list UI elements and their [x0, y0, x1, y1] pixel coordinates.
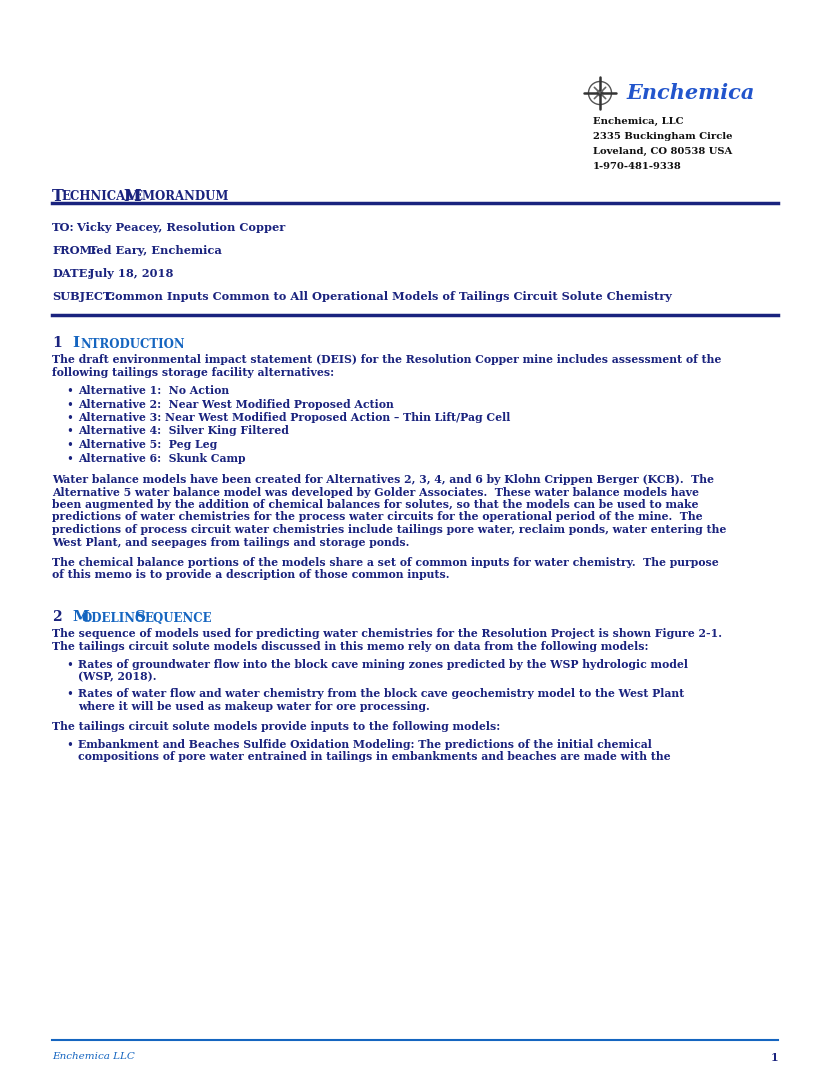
Text: •: •: [66, 659, 73, 672]
Text: Enchemica, LLC: Enchemica, LLC: [593, 117, 683, 126]
Text: The tailings circuit solute models provide inputs to the following models:: The tailings circuit solute models provi…: [52, 721, 500, 732]
Text: EQUENCE: EQUENCE: [144, 612, 212, 625]
Text: been augmented by the addition of chemical balances for solutes, so that the mod: been augmented by the addition of chemic…: [52, 499, 699, 510]
Text: •: •: [66, 688, 73, 701]
Text: Alternative 3: Near West Modified Proposed Action – Thin Lift/Pag Cell: Alternative 3: Near West Modified Propos…: [78, 412, 510, 422]
Text: M: M: [123, 188, 140, 205]
Text: where it will be used as makeup water for ore processing.: where it will be used as makeup water fo…: [78, 701, 430, 712]
Text: predictions of process circuit water chemistries include tailings pore water, re: predictions of process circuit water che…: [52, 524, 726, 535]
Text: Ted Eary, Enchemica: Ted Eary, Enchemica: [81, 245, 222, 256]
Text: Rates of water flow and water chemistry from the block cave geochemistry model t: Rates of water flow and water chemistry …: [78, 688, 684, 699]
Text: (WSP, 2018).: (WSP, 2018).: [78, 672, 157, 683]
Text: EMORANDUM: EMORANDUM: [133, 189, 228, 202]
Text: Water balance models have been created for Alternatives 2, 3, 4, and 6 by Klohn : Water balance models have been created f…: [52, 474, 714, 485]
Text: •: •: [66, 385, 73, 398]
Text: Enchemica: Enchemica: [626, 83, 754, 103]
Text: The chemical balance portions of the models share a set of common inputs for wat: The chemical balance portions of the mod…: [52, 557, 719, 568]
Text: Alternative 6:  Skunk Camp: Alternative 6: Skunk Camp: [78, 453, 246, 463]
Text: M: M: [72, 610, 89, 624]
Text: ODELING: ODELING: [81, 612, 145, 625]
Text: •: •: [66, 739, 73, 751]
Circle shape: [597, 89, 603, 97]
Text: •: •: [66, 399, 73, 412]
Text: 1: 1: [770, 1052, 778, 1063]
Text: DATE:: DATE:: [52, 268, 91, 280]
Text: compositions of pore water entrained in tailings in embankments and beaches are : compositions of pore water entrained in …: [78, 751, 671, 762]
Text: The tailings circuit solute models discussed in this memo rely on data from the : The tailings circuit solute models discu…: [52, 641, 648, 651]
Text: 2335 Buckingham Circle: 2335 Buckingham Circle: [593, 132, 733, 141]
Text: Alternative 5:  Peg Leg: Alternative 5: Peg Leg: [78, 439, 217, 450]
Text: Common Inputs Common to All Operational Models of Tailings Circuit Solute Chemis: Common Inputs Common to All Operational …: [99, 291, 672, 302]
Text: Loveland, CO 80538 USA: Loveland, CO 80538 USA: [593, 147, 732, 156]
Text: S: S: [135, 610, 146, 624]
Text: I: I: [72, 336, 79, 350]
Text: Embankment and Beaches Sulfide Oxidation Modeling: The predictions of the initia: Embankment and Beaches Sulfide Oxidation…: [78, 739, 652, 749]
Text: July 18, 2018: July 18, 2018: [81, 268, 173, 280]
Text: ECHNICAL: ECHNICAL: [61, 189, 134, 202]
Text: SUBJECT:: SUBJECT:: [52, 291, 115, 302]
Text: West Plant, and seepages from tailings and storage ponds.: West Plant, and seepages from tailings a…: [52, 536, 409, 547]
Text: •: •: [66, 426, 73, 439]
Text: Enchemica LLC: Enchemica LLC: [52, 1052, 134, 1061]
Text: Alternative 2:  Near West Modified Proposed Action: Alternative 2: Near West Modified Propos…: [78, 399, 393, 410]
Text: 1: 1: [52, 336, 61, 350]
Text: TO:: TO:: [52, 223, 75, 233]
Text: The draft environmental impact statement (DEIS) for the Resolution Copper mine i: The draft environmental impact statement…: [52, 354, 721, 366]
Text: predictions of water chemistries for the process water circuits for the operatio: predictions of water chemistries for the…: [52, 512, 703, 522]
Text: Alternative 4:  Silver King Filtered: Alternative 4: Silver King Filtered: [78, 426, 289, 436]
Text: FROM:: FROM:: [52, 245, 96, 256]
Text: Alternative 5 water balance model was developed by Golder Associates.  These wat: Alternative 5 water balance model was de…: [52, 487, 699, 498]
Text: •: •: [66, 439, 73, 452]
Text: NTRODUCTION: NTRODUCTION: [80, 338, 184, 350]
Text: 1-970-481-9338: 1-970-481-9338: [593, 162, 681, 171]
Text: •: •: [66, 412, 73, 425]
Text: •: •: [66, 453, 73, 465]
Text: Vicky Peacey, Resolution Copper: Vicky Peacey, Resolution Copper: [70, 223, 286, 233]
Text: 2: 2: [52, 610, 61, 624]
Text: Alternative 1:  No Action: Alternative 1: No Action: [78, 385, 229, 396]
Text: T: T: [52, 188, 64, 205]
Text: The sequence of models used for predicting water chemistries for the Resolution : The sequence of models used for predicti…: [52, 628, 722, 639]
Text: following tailings storage facility alternatives:: following tailings storage facility alte…: [52, 367, 334, 377]
Text: Rates of groundwater flow into the block cave mining zones predicted by the WSP : Rates of groundwater flow into the block…: [78, 659, 688, 670]
Text: of this memo is to provide a description of those common inputs.: of this memo is to provide a description…: [52, 570, 450, 580]
